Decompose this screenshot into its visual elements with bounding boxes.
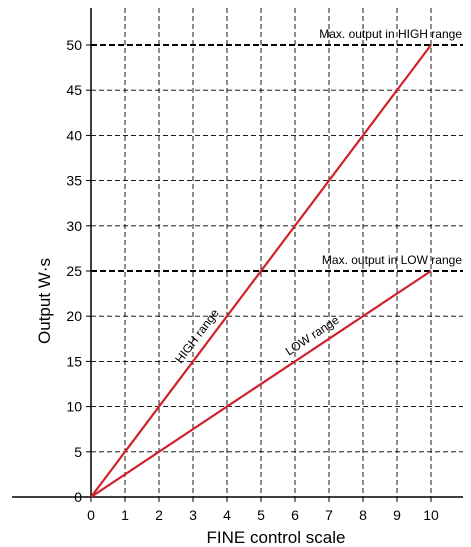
reference-lines [91, 44, 463, 272]
y-tick-label: 45 [66, 82, 82, 98]
series-line-low-range [90, 270, 432, 498]
series-lines [90, 44, 432, 498]
y-tick-label: 25 [66, 263, 82, 279]
annotation-high-max: Max. output in HIGH range [319, 27, 462, 41]
y-tick-label: 35 [66, 173, 82, 189]
x-tick-label: 2 [155, 507, 163, 523]
y-axis-title: Output W·s [35, 258, 54, 344]
x-axis-title: FINE control scale [207, 528, 346, 547]
y-tick-label: 50 [66, 37, 82, 53]
y-tick-label: 0 [74, 489, 82, 505]
x-tick-label: 0 [87, 507, 95, 523]
x-tick-label: 3 [189, 507, 197, 523]
x-tick-label: 1 [121, 507, 129, 523]
y-tick-label: 10 [66, 399, 82, 415]
x-tick-label: 4 [223, 507, 231, 523]
annotation-low-max: Max. output in LOW range [322, 253, 462, 267]
series-line-high-range [90, 44, 432, 498]
y-tick-label: 30 [66, 218, 82, 234]
x-tick-label: 5 [257, 507, 265, 523]
y-tick-label: 20 [66, 308, 82, 324]
x-tick-label: 6 [291, 507, 299, 523]
x-tick-label: 10 [423, 507, 439, 523]
y-tick-label: 15 [66, 353, 82, 369]
x-tick-label: 7 [325, 507, 333, 523]
y-tick-label: 40 [66, 127, 82, 143]
x-tick-label: 8 [359, 507, 367, 523]
y-tick-label: 5 [74, 444, 82, 460]
x-tick-label: 9 [393, 507, 401, 523]
